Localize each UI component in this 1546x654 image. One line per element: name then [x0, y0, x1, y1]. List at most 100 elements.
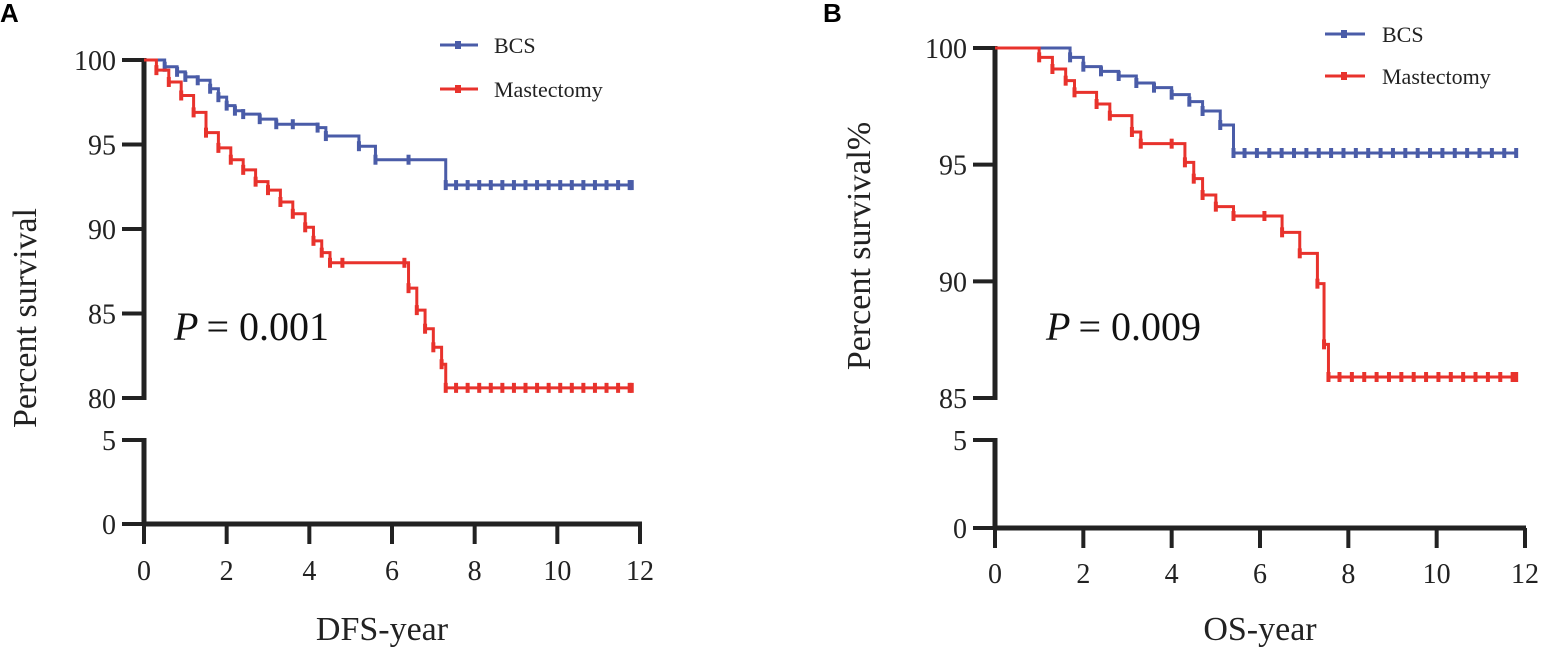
- y-tick-label: 90: [88, 215, 116, 246]
- series-marker-bcs: [1304, 148, 1309, 158]
- series-marker-bcs: [1169, 89, 1174, 100]
- series-marker-mastectomy: [1138, 138, 1143, 149]
- x-tick-label: 8: [468, 556, 482, 587]
- series-marker-bcs: [1378, 148, 1383, 158]
- series-marker-mastectomy: [592, 382, 597, 393]
- series-marker-mastectomy: [1182, 157, 1187, 168]
- series-marker-mastectomy: [414, 305, 419, 316]
- series-marker-bcs: [323, 131, 328, 142]
- series-marker-mastectomy: [303, 222, 308, 233]
- y-tick-label: 5: [953, 426, 967, 457]
- series-marker-mastectomy: [1498, 372, 1503, 382]
- series-marker-bcs: [465, 180, 470, 191]
- panel-b-legend-bcs-marker: [1341, 30, 1347, 38]
- series-marker-bcs: [1341, 148, 1346, 158]
- series-marker-bcs: [488, 180, 493, 191]
- x-tick-label: 10: [543, 556, 571, 587]
- series-marker-mastectomy: [465, 382, 470, 393]
- series-marker-mastectomy: [1169, 138, 1174, 149]
- series-marker-mastectomy: [1510, 372, 1515, 382]
- series-marker-bcs: [1502, 148, 1507, 158]
- series-marker-mastectomy: [1514, 372, 1519, 382]
- series-marker-bcs: [1242, 148, 1247, 158]
- series-marker-mastectomy: [1063, 75, 1068, 86]
- series-marker-mastectomy: [1337, 372, 1342, 382]
- series-marker-mastectomy: [290, 208, 295, 219]
- series-marker-bcs: [216, 92, 221, 103]
- series-marker-mastectomy: [1200, 190, 1205, 200]
- series-marker-bcs: [1440, 148, 1445, 158]
- panel-b-legend-mastectomy-label: Mastectomy: [1382, 64, 1491, 89]
- series-marker-mastectomy: [1399, 372, 1404, 382]
- series-marker-mastectomy: [1362, 372, 1367, 382]
- series-marker-bcs: [477, 180, 482, 191]
- panel-b-legend: BCS Mastectomy: [1325, 22, 1491, 89]
- series-marker-mastectomy: [627, 382, 632, 393]
- series-marker-mastectomy: [1349, 372, 1354, 382]
- series-marker-mastectomy: [1448, 372, 1453, 382]
- y-tick-label: 0: [102, 510, 116, 541]
- panel-b-y-ticks-upper: 85 90 95 100: [925, 34, 995, 415]
- panel-b-y-axis-title: Percent survival%: [841, 122, 878, 370]
- x-tick-label: 4: [1165, 559, 1179, 590]
- panel-a-legend: BCS Mastectomy: [440, 33, 603, 102]
- series-marker-bcs: [232, 105, 237, 116]
- series-marker-bcs: [356, 141, 361, 152]
- series-marker-bcs: [1316, 148, 1321, 158]
- series-marker-mastectomy: [1129, 127, 1134, 137]
- series-marker-mastectomy: [616, 382, 621, 393]
- series-marker-bcs: [1116, 71, 1121, 81]
- series-marker-mastectomy: [402, 257, 407, 268]
- series-marker-bcs: [1489, 148, 1494, 158]
- series-marker-bcs: [183, 71, 188, 82]
- series-marker-mastectomy: [523, 382, 528, 393]
- panel-b-legend-mastectomy-marker: [1341, 72, 1347, 80]
- series-marker-mastectomy: [604, 382, 609, 393]
- series-marker-bcs: [616, 180, 621, 191]
- series-marker-mastectomy: [1473, 372, 1478, 382]
- series-marker-mastectomy: [1072, 87, 1077, 98]
- series-marker-bcs: [627, 180, 632, 191]
- y-tick-label: 100: [925, 34, 967, 65]
- panel-a-y-ticks-upper: 80 85 90 95 100: [74, 46, 144, 415]
- series-marker-bcs: [443, 180, 448, 191]
- series-marker-mastectomy: [454, 382, 459, 393]
- panel-b-series: [995, 46, 1519, 382]
- panel-a-x-axis-title: DFS-year: [316, 611, 449, 648]
- series-marker-mastectomy: [569, 382, 574, 393]
- series-marker-bcs: [1231, 148, 1236, 158]
- series-marker-bcs: [1390, 148, 1395, 158]
- series-marker-mastectomy: [166, 76, 171, 87]
- series-marker-bcs: [1403, 148, 1408, 158]
- series-marker-mastectomy: [1050, 64, 1055, 74]
- panel-a-legend-mastectomy-marker: [455, 85, 461, 93]
- series-marker-mastectomy: [1485, 372, 1490, 382]
- series-marker-bcs: [569, 180, 574, 191]
- series-marker-bcs: [1134, 78, 1139, 88]
- panel-b-p-number: = 0.009: [1078, 304, 1201, 349]
- series-marker-mastectomy: [1322, 339, 1327, 350]
- series-marker-mastectomy: [319, 247, 324, 258]
- series-marker-bcs: [604, 180, 609, 191]
- panel-a-legend-mastectomy-label: Mastectomy: [494, 77, 603, 102]
- series-marker-bcs: [315, 122, 320, 133]
- series-marker-bcs: [1477, 148, 1482, 158]
- panel-b-label: B: [823, 0, 842, 28]
- series-marker-bcs: [535, 180, 540, 191]
- x-tick-label: 2: [220, 556, 234, 587]
- series-marker-bcs: [373, 154, 378, 165]
- series-marker-bcs: [241, 109, 246, 120]
- series-marker-bcs: [208, 83, 213, 94]
- series-marker-mastectomy: [253, 176, 258, 187]
- series-marker-mastectomy: [1436, 372, 1441, 382]
- series-marker-mastectomy: [1094, 99, 1099, 109]
- series-marker-mastectomy: [154, 65, 159, 76]
- panel-a-x-ticks: 0 2 4 6 8 10 12: [137, 524, 654, 587]
- series-marker-mastectomy: [431, 342, 436, 353]
- series-marker-mastectomy: [228, 154, 233, 165]
- series-marker-mastectomy: [328, 257, 332, 268]
- series-marker-mastectomy: [1315, 278, 1320, 289]
- series-marker-mastectomy: [535, 382, 540, 393]
- series-marker-bcs: [1415, 148, 1420, 158]
